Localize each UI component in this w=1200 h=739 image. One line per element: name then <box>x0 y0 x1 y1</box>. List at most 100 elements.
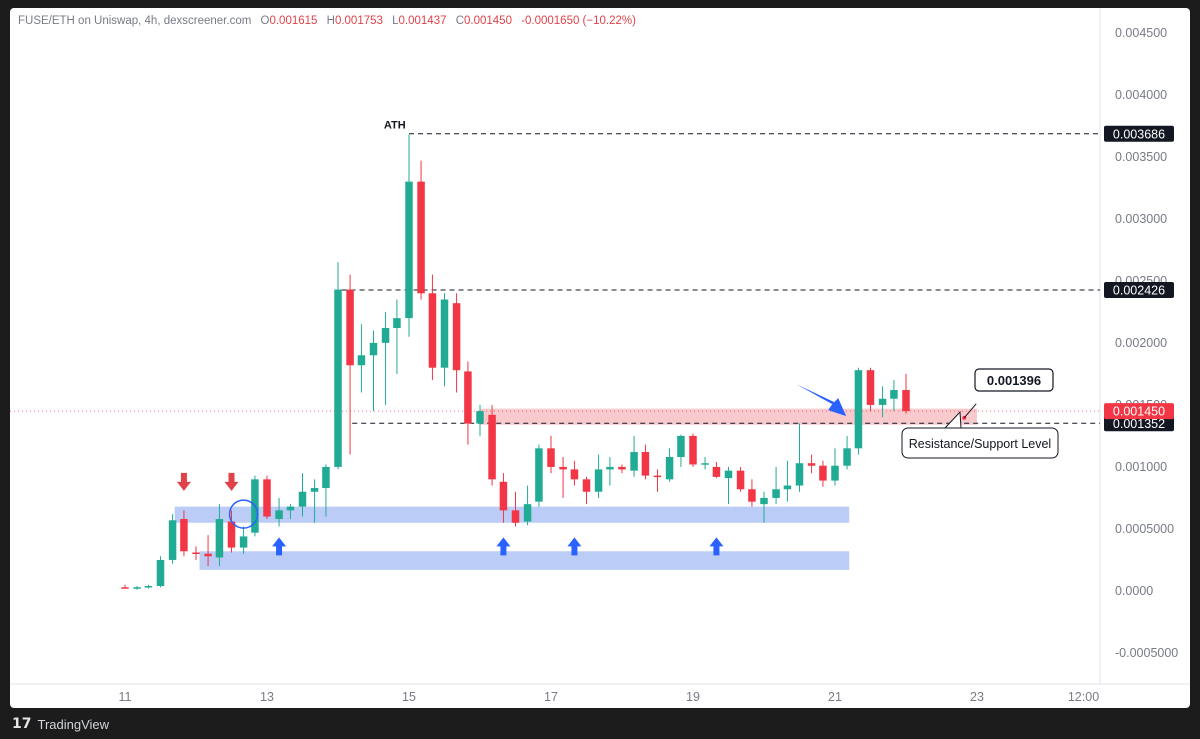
callout-pointer <box>963 403 977 419</box>
candle-body <box>547 448 555 467</box>
candle-body <box>712 466 721 477</box>
support-zone <box>199 551 850 570</box>
candle-body <box>334 289 342 467</box>
candle-body <box>499 481 508 511</box>
y-tick-label: 0.004000 <box>1115 88 1167 102</box>
pointer-arrow-icon <box>796 384 847 417</box>
candle-body <box>535 448 543 502</box>
y-tick-label: 0.0000 <box>1115 584 1153 598</box>
candle-body <box>618 466 626 470</box>
candle-body <box>772 489 780 498</box>
up-arrow-icon <box>272 537 287 556</box>
candle-body <box>263 479 271 517</box>
y-tick-label: 0.001000 <box>1115 460 1167 474</box>
open-label: O <box>260 15 270 27</box>
label-pointer <box>944 410 962 429</box>
candle-body <box>322 466 330 489</box>
candle-body <box>393 318 401 329</box>
candle-body <box>606 466 614 470</box>
candle-body <box>227 521 236 548</box>
x-tick-label: 12:00 <box>1068 690 1099 704</box>
footer: 17 TradingView <box>12 716 109 732</box>
chart-frame: FUSE/ETH on Uniswap, 4h, dexscreener.com… <box>10 8 1190 708</box>
candle-body <box>405 181 413 319</box>
y-tick-label: 0.0005000 <box>1115 522 1174 536</box>
resistance-zone <box>480 408 977 425</box>
candle-body <box>440 299 449 368</box>
candle-body <box>689 435 697 465</box>
ath-label: ATH <box>384 119 406 131</box>
candle-body <box>890 390 898 399</box>
low-label: L <box>392 15 399 27</box>
candle-body <box>831 465 839 481</box>
candle-body <box>204 553 212 557</box>
low-value: 0.001437 <box>398 15 447 27</box>
candle-body <box>180 519 188 552</box>
candle-body <box>854 370 863 449</box>
price-label-text: 0.002426 <box>1113 284 1165 298</box>
price-label-box <box>1104 415 1174 432</box>
candle-body <box>192 552 200 555</box>
y-tick-label: 0.003500 <box>1115 150 1167 164</box>
down-arrow-icon <box>176 472 191 491</box>
up-arrow-icon <box>567 537 582 556</box>
candle-body <box>724 470 733 479</box>
candle-body <box>144 586 153 588</box>
candle-body <box>133 587 141 589</box>
candle-body <box>630 452 638 471</box>
open-value: 0.001615 <box>269 15 318 27</box>
candle-body <box>488 414 496 480</box>
candle-body <box>464 371 472 424</box>
price-label-text: 0.001352 <box>1113 417 1165 431</box>
candle-body <box>902 390 910 412</box>
y-tick-label: 0.003000 <box>1115 212 1167 226</box>
current-price-text: 0.001450 <box>1113 405 1165 419</box>
candle-body <box>286 506 295 511</box>
callout-value-text: 0.001396 <box>987 373 1041 388</box>
tradingview-logo[interactable]: 17 <box>12 716 32 732</box>
candle-body <box>701 463 709 465</box>
candle-body <box>239 536 248 548</box>
callout-box <box>974 368 1054 392</box>
candle-body <box>677 435 685 458</box>
candle-body <box>736 470 745 490</box>
candle-body <box>369 342 378 356</box>
tradingview-brand[interactable]: TradingView <box>37 716 110 732</box>
candle-body <box>511 510 520 523</box>
candle-body <box>795 463 804 486</box>
x-tick-label: 13 <box>260 690 274 704</box>
candle-body <box>665 457 674 480</box>
candle-body <box>594 469 603 492</box>
chart-header: FUSE/ETH on Uniswap, 4h, dexscreener.com… <box>18 15 636 27</box>
candle-body <box>807 463 816 466</box>
price-label-box <box>1104 282 1174 299</box>
x-tick-label: 17 <box>544 690 558 704</box>
circle-marker <box>228 499 259 529</box>
x-tick-label: 21 <box>828 690 842 704</box>
candle-body <box>357 355 366 366</box>
y-tick-label: -0.0005000 <box>1115 646 1178 660</box>
high-value: 0.001753 <box>334 15 383 27</box>
candle-body <box>417 181 425 294</box>
level-label-text: Resistance/Support Level <box>909 437 1051 451</box>
candle-body <box>523 504 532 522</box>
x-tick-label: 19 <box>686 690 700 704</box>
candle-body <box>156 559 165 587</box>
candle-body <box>878 398 887 405</box>
price-chart[interactable]: 0.0045000.0040000.0035000.0030000.002500… <box>10 8 1190 708</box>
y-tick-label: 0.004500 <box>1115 26 1167 40</box>
candle-body <box>476 411 484 424</box>
candle-body <box>452 303 461 371</box>
candle-body <box>843 448 851 466</box>
up-arrow-icon <box>496 537 511 556</box>
candle-body <box>760 497 768 505</box>
candle-body <box>819 465 827 481</box>
candle-body <box>310 488 319 492</box>
down-arrow-icon <box>224 472 239 491</box>
candle-body <box>346 289 354 366</box>
candle-body <box>121 587 129 589</box>
candle-body <box>298 491 307 507</box>
close-label: C <box>455 15 464 27</box>
up-arrow-icon <box>709 537 724 556</box>
x-tick-label: 23 <box>970 690 984 704</box>
